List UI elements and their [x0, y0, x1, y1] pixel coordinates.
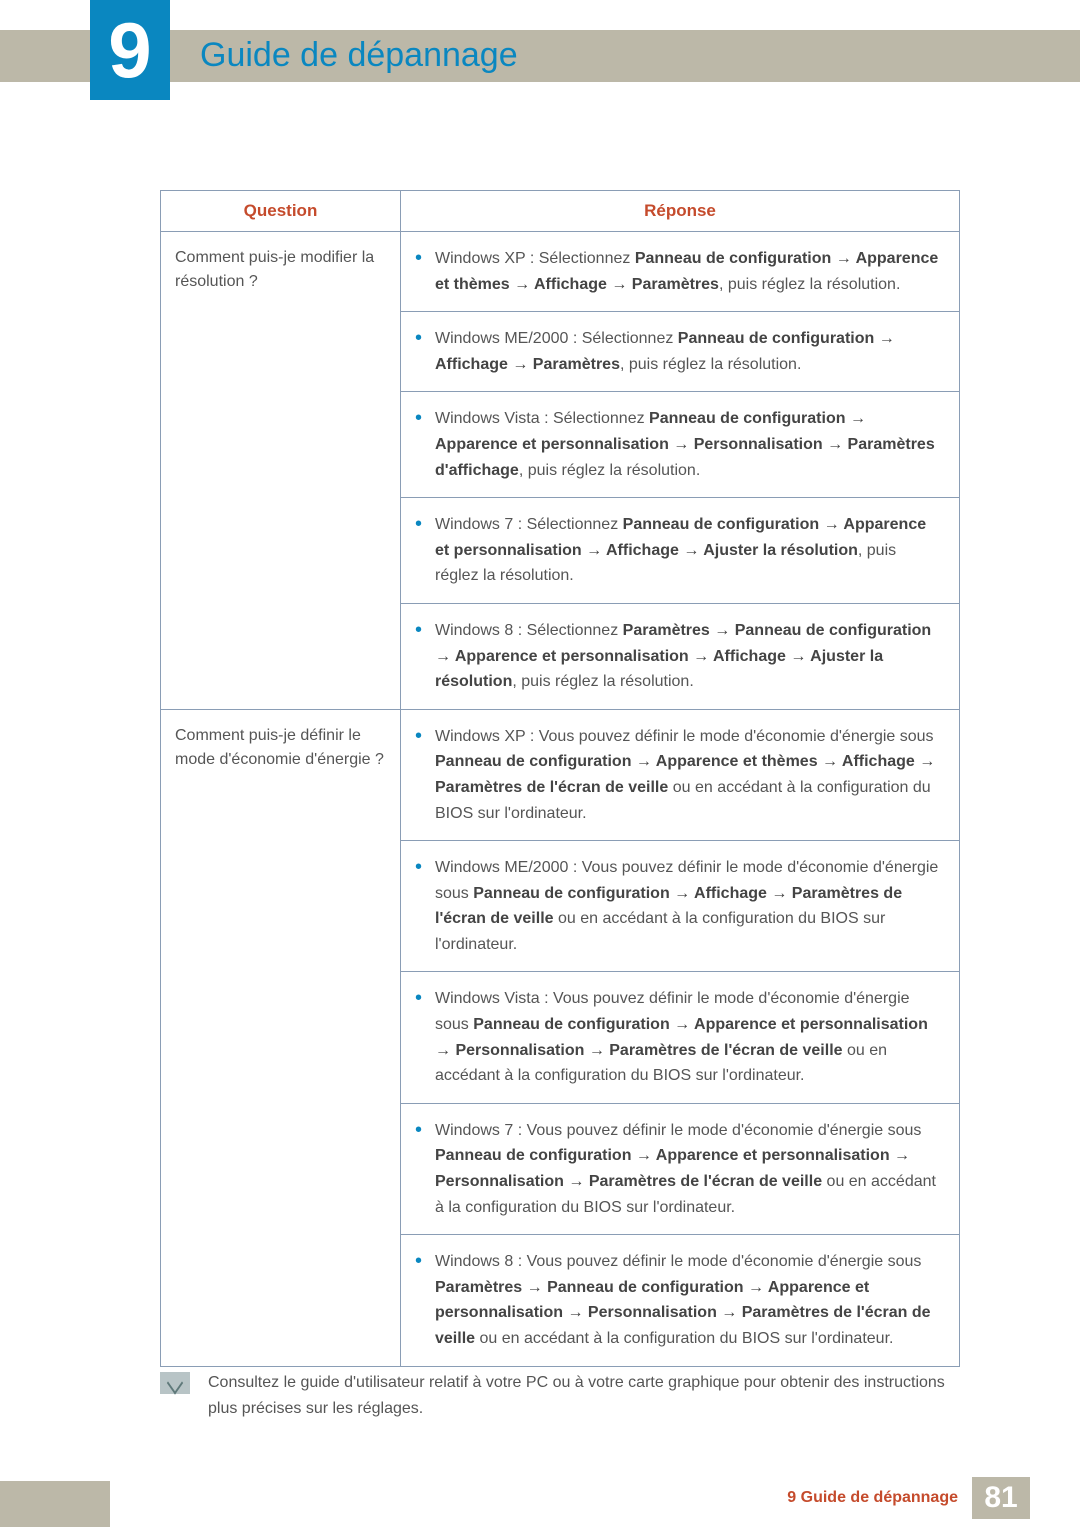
page: 9 Guide de dépannage Question Réponse Co…: [0, 0, 1080, 1527]
page-number: 81: [972, 1477, 1030, 1519]
answer-item: •Windows Vista : Sélectionnez Panneau de…: [401, 391, 959, 497]
question-cell: Comment puis-je modifier la résolution ?: [161, 232, 401, 710]
answer-item: •Windows 7 : Vous pouvez définir le mode…: [401, 1103, 959, 1234]
note-text: Consultez le guide d'utilisateur relatif…: [208, 1370, 960, 1421]
answer-item: •Windows 8 : Vous pouvez définir le mode…: [401, 1234, 959, 1365]
bullet-icon: •: [415, 1249, 435, 1351]
note-icon: [160, 1372, 190, 1394]
answer-text: Windows Vista : Sélectionnez Panneau de …: [435, 406, 943, 483]
chapter-number: 9: [108, 5, 151, 96]
answer-item: •Windows ME/2000 : Vous pouvez définir l…: [401, 840, 959, 971]
footer-right: 9 Guide de dépannage 81: [787, 1477, 1030, 1519]
answer-text: Windows ME/2000 : Sélectionnez Panneau d…: [435, 326, 943, 377]
answer-item: •Windows Vista : Vous pouvez définir le …: [401, 971, 959, 1102]
question-cell: Comment puis-je définir le mode d'économ…: [161, 709, 401, 1366]
answer-text: Windows 8 : Vous pouvez définir le mode …: [435, 1249, 943, 1351]
answer-cell: •Windows XP : Vous pouvez définir le mod…: [401, 709, 960, 1366]
bullet-icon: •: [415, 512, 435, 589]
answer-text: Windows XP : Sélectionnez Panneau de con…: [435, 246, 943, 297]
answer-text: Windows Vista : Vous pouvez définir le m…: [435, 986, 943, 1088]
answer-text: Windows 8 : Sélectionnez Paramètres → Pa…: [435, 618, 943, 695]
bullet-icon: •: [415, 326, 435, 377]
answer-text: Windows ME/2000 : Vous pouvez définir le…: [435, 855, 943, 957]
chapter-badge: 9: [90, 0, 170, 100]
answer-text: Windows 7 : Sélectionnez Panneau de conf…: [435, 512, 943, 589]
answer-cell: •Windows XP : Sélectionnez Panneau de co…: [401, 232, 960, 710]
table-row: Comment puis-je définir le mode d'économ…: [161, 709, 960, 1366]
col-header-answer: Réponse: [401, 191, 960, 232]
bullet-icon: •: [415, 406, 435, 483]
answer-text: Windows 7 : Vous pouvez définir le mode …: [435, 1118, 943, 1220]
footer-breadcrumb: 9 Guide de dépannage: [787, 1489, 958, 1507]
note-block: Consultez le guide d'utilisateur relatif…: [160, 1370, 960, 1421]
chapter-title: Guide de dépannage: [200, 36, 518, 75]
qa-table: Question Réponse Comment puis-je modifie…: [160, 190, 960, 1367]
answer-item: •Windows XP : Vous pouvez définir le mod…: [401, 710, 959, 840]
bullet-icon: •: [415, 724, 435, 826]
table-header-row: Question Réponse: [161, 191, 960, 232]
answer-item: •Windows XP : Sélectionnez Panneau de co…: [401, 232, 959, 311]
footer-left-block: [0, 1481, 110, 1527]
bullet-icon: •: [415, 986, 435, 1088]
answer-item: •Windows 7 : Sélectionnez Panneau de con…: [401, 497, 959, 603]
answer-list: •Windows XP : Vous pouvez définir le mod…: [401, 710, 959, 1366]
content-area: Question Réponse Comment puis-je modifie…: [160, 190, 960, 1367]
bullet-icon: •: [415, 1118, 435, 1220]
answer-item: •Windows ME/2000 : Sélectionnez Panneau …: [401, 311, 959, 391]
answer-text: Windows XP : Vous pouvez définir le mode…: [435, 724, 943, 826]
bullet-icon: •: [415, 618, 435, 695]
answer-item: •Windows 8 : Sélectionnez Paramètres → P…: [401, 603, 959, 709]
table-row: Comment puis-je modifier la résolution ?…: [161, 232, 960, 710]
bullet-icon: •: [415, 246, 435, 297]
answer-list: •Windows XP : Sélectionnez Panneau de co…: [401, 232, 959, 709]
bullet-icon: •: [415, 855, 435, 957]
col-header-question: Question: [161, 191, 401, 232]
